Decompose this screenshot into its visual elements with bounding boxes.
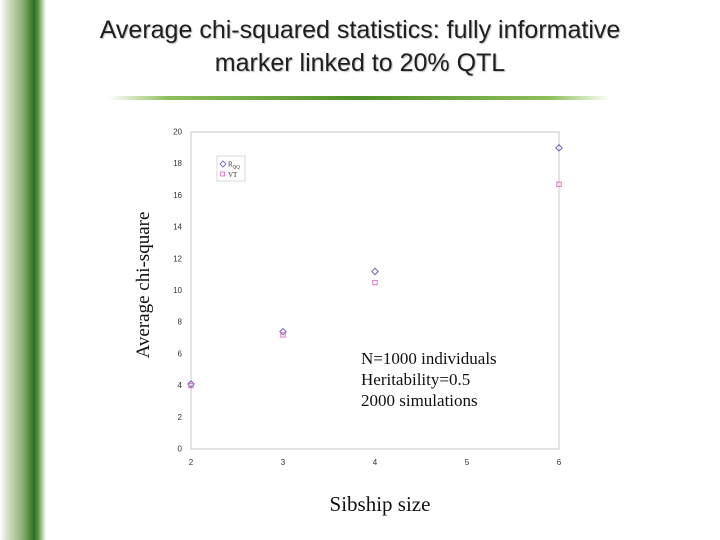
x-tick-label: 3: [281, 458, 286, 467]
point-diamond: [279, 327, 287, 336]
annotation-sample-size: N=1000 individuals: [361, 349, 497, 368]
legend-marker-square: [220, 171, 225, 177]
y-tick-label: 20: [173, 128, 182, 137]
y-tick-label: 18: [173, 159, 182, 168]
y-tick-label: 12: [173, 254, 182, 263]
x-axis-ticks: 2 3 4 5 6: [189, 458, 562, 467]
y-tick-label: 16: [173, 191, 182, 200]
data-points: [187, 144, 563, 389]
y-tick-label: 0: [178, 445, 183, 454]
y-tick-label: 4: [178, 381, 183, 390]
legend-label-r-subscript: QQ: [233, 166, 241, 171]
point-diamond: [187, 380, 195, 388]
decorative-left-bar: [0, 0, 46, 540]
point-square: [188, 382, 194, 389]
legend-box: [216, 155, 246, 182]
y-tick-label: 6: [178, 349, 183, 358]
legend-label-r-text: R: [228, 161, 233, 169]
point-diamond: [371, 267, 379, 276]
y-tick-label: 2: [178, 413, 183, 422]
x-axis-label: Sibship size: [329, 492, 431, 516]
y-axis-ticks: 0 2 4 6 8 10 12 14 16 18 20: [173, 128, 182, 454]
x-tick-label: 4: [373, 458, 378, 467]
point-square: [556, 181, 562, 187]
x-tick-label: 2: [189, 458, 194, 467]
legend: RQQ VT: [216, 155, 246, 182]
legend-marker-diamond: [219, 160, 227, 168]
title-underline: [108, 96, 610, 100]
y-tick-label: 8: [178, 318, 183, 327]
x-tick-label: 5: [465, 458, 470, 467]
annotation-simulations: 2000 simulations: [361, 391, 478, 410]
annotation-box: N=1000 individuals Heritability=0.5 2000…: [361, 348, 497, 411]
y-tick-label: 14: [173, 223, 182, 232]
point-diamond: [555, 144, 563, 152]
annotation-heritability: Heritability=0.5: [361, 370, 471, 389]
x-tick-label: 6: [557, 458, 562, 467]
point-square: [280, 332, 286, 338]
y-axis-label: Average chi-square: [133, 211, 154, 359]
plot-area: [190, 131, 560, 450]
y-tick-label: 10: [173, 286, 182, 295]
legend-label-r: RQQ: [228, 161, 240, 171]
point-square: [372, 279, 378, 286]
legend-label-vt: VT: [228, 171, 238, 179]
slide-title: Average chi-squared statistics: fully in…: [99, 16, 621, 77]
